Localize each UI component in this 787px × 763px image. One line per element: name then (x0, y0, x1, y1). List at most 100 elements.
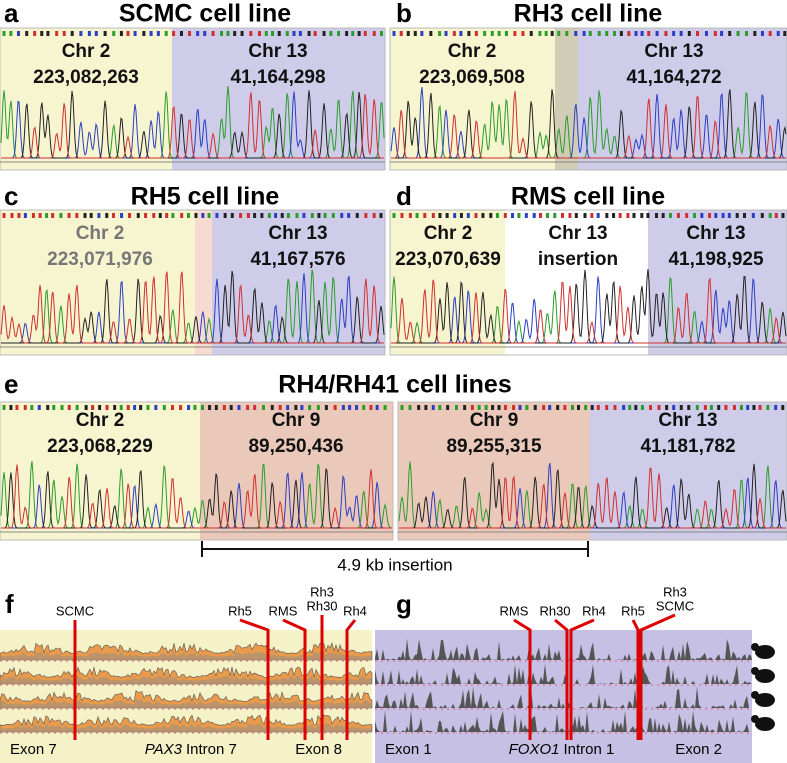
base-call (752, 405, 756, 410)
base-call (438, 405, 442, 410)
breakpoint-label: Rh30 (539, 603, 570, 618)
base-call (302, 213, 306, 218)
base-call (298, 31, 302, 36)
base-call (577, 405, 581, 410)
panel-label: c (4, 181, 18, 211)
base-call (758, 405, 762, 410)
chromatograms (0, 31, 787, 533)
base-call (307, 31, 311, 36)
species-icon (755, 645, 775, 659)
base-call (590, 405, 594, 410)
breakpoint-label: Rh5 (621, 603, 645, 618)
labels: a SCMC cell line Chr 2 223,082,263 Chr 1… (4, 0, 764, 619)
base-call (438, 213, 442, 218)
base-call (574, 213, 578, 218)
base-call (240, 31, 244, 36)
base-call (504, 31, 508, 36)
base-call (413, 31, 417, 36)
base-call (271, 31, 275, 36)
base-call (37, 405, 41, 410)
exon-label: Exon 7 (10, 741, 57, 758)
base-call (207, 213, 211, 218)
base-call (634, 405, 638, 410)
chr: Chr 9 (470, 410, 519, 431)
base-call (524, 213, 528, 218)
base-call (103, 31, 107, 36)
base-call (16, 31, 20, 36)
base-call (532, 213, 536, 218)
base-call (111, 213, 115, 218)
base-call (574, 31, 578, 36)
breakpoint-line (569, 618, 595, 740)
base-call (503, 405, 507, 410)
base-call (369, 405, 373, 410)
base-call (233, 31, 237, 36)
base-call (292, 31, 296, 36)
trace (399, 467, 786, 529)
base-call (67, 213, 71, 218)
base-call (220, 31, 224, 36)
base-call (497, 31, 501, 36)
position: 223,069,508 (419, 67, 525, 88)
base-call (452, 31, 456, 36)
base-call (379, 213, 383, 218)
base-call (703, 405, 707, 410)
breakpoint-line (239, 618, 270, 740)
exon-label: Intron 7 (186, 741, 237, 758)
base-call (223, 213, 227, 218)
base-call (408, 213, 412, 218)
trace (391, 277, 786, 344)
trace (391, 90, 786, 159)
base-call (329, 31, 333, 36)
exon-label: FOXO1 (509, 741, 560, 758)
base-call (154, 405, 158, 410)
frame (0, 209, 386, 356)
base-call (188, 31, 192, 36)
base-call (23, 213, 27, 218)
base-call (75, 405, 79, 410)
base-call (70, 31, 74, 36)
breakpoint-line (631, 619, 640, 740)
base-call (484, 405, 488, 410)
base-call (112, 31, 116, 36)
breakpoint-line (282, 618, 307, 740)
base-call (128, 213, 132, 218)
base-call (676, 213, 680, 218)
base-call (605, 213, 609, 218)
base-call (512, 405, 516, 410)
position: 89,250,436 (248, 436, 343, 457)
base-call (619, 31, 623, 36)
chr: Chr 13 (268, 223, 327, 244)
base-call (463, 405, 467, 410)
region (0, 28, 172, 170)
base-call (355, 405, 359, 410)
base-call (364, 213, 368, 218)
position: 89,255,315 (446, 436, 542, 457)
base-call (538, 31, 542, 36)
base-call (768, 31, 772, 36)
base-call (521, 31, 525, 36)
base-call (768, 213, 772, 218)
base-call (119, 31, 123, 36)
base-call (672, 31, 676, 36)
base-call (640, 405, 644, 410)
base-call (665, 405, 669, 410)
base-call (340, 213, 344, 218)
base-call (294, 405, 298, 410)
region (0, 402, 200, 540)
base-call (87, 31, 91, 36)
base-call (420, 31, 424, 36)
base-call (229, 405, 233, 410)
breakpoint-label: SCMC (656, 598, 694, 613)
position: 41,198,925 (668, 249, 764, 270)
base-call (25, 31, 29, 36)
breakpoint-line (345, 619, 357, 740)
species-icon (751, 715, 759, 723)
base-call (687, 31, 691, 36)
chr: Chr 2 (76, 410, 125, 431)
base-call (470, 405, 474, 410)
base-call (79, 31, 83, 36)
region (390, 28, 555, 170)
base-call (664, 31, 668, 36)
